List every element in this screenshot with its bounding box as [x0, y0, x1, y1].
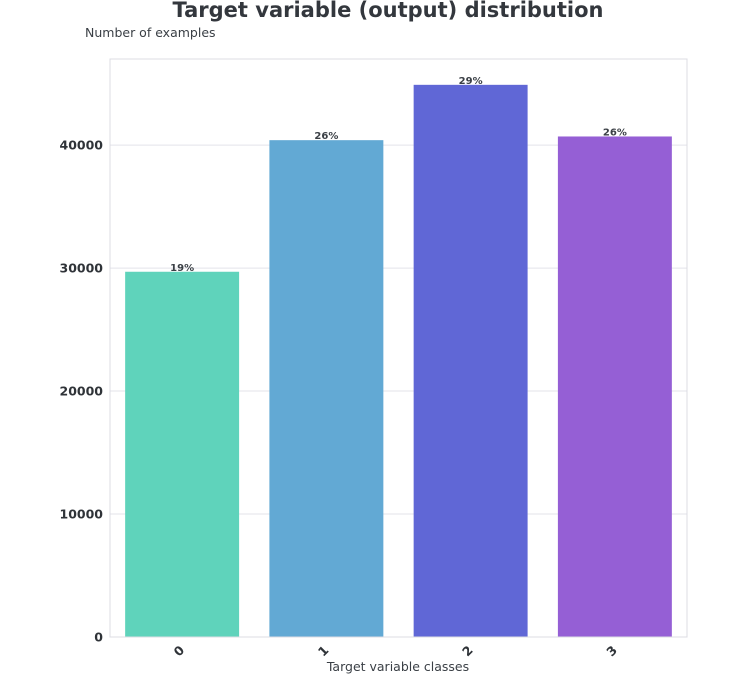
y-tick-label: 20000: [60, 384, 104, 399]
y-tick-labels: 0 10000 20000 30000 40000: [60, 138, 104, 645]
bar-data-label: 26%: [603, 127, 627, 138]
x-tick-label: 0: [171, 642, 188, 659]
bar-3: [557, 136, 672, 637]
bar-data-label: 26%: [314, 131, 338, 142]
x-axis-label: Target variable classes: [326, 659, 469, 674]
x-tick-label: 1: [315, 642, 332, 659]
y-tick-label: 0: [94, 630, 103, 645]
bar-1: [269, 140, 384, 637]
plot-frame: [109, 58, 688, 638]
y-tick-label: 40000: [60, 138, 104, 153]
y-tick-label: 30000: [60, 261, 104, 276]
y-axis-label: Number of examples: [85, 25, 216, 40]
bar-0: [125, 271, 240, 637]
bar-2: [413, 84, 528, 637]
y-tick-label: 10000: [60, 507, 104, 522]
x-tick-label: 2: [459, 642, 476, 659]
bar-data-label: 19%: [170, 263, 194, 274]
x-tick-label: 3: [603, 642, 620, 659]
bar-data-label: 29%: [459, 76, 483, 87]
x-tick-labels: 0 1 2 3: [171, 642, 621, 659]
chart-title: Target variable (output) distribution: [172, 0, 603, 22]
bars: 19% 26% 29% 26%: [125, 76, 672, 637]
